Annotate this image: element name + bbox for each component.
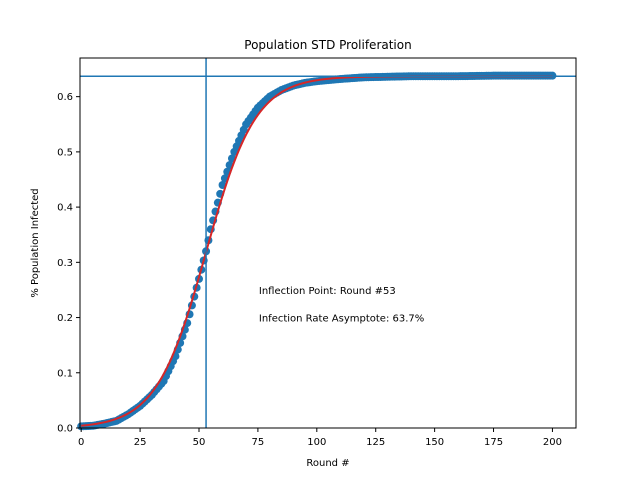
chart-title: Population STD Proliferation [244, 38, 411, 52]
y-tick-label: 0.6 [57, 92, 73, 103]
x-tick-label: 100 [307, 437, 326, 448]
y-tick-label: 0.3 [57, 258, 73, 269]
plot-area [80, 58, 576, 428]
x-tick-label: 0 [78, 437, 84, 448]
x-tick-label: 175 [484, 437, 503, 448]
y-axis-label: % Population Infected [30, 188, 41, 297]
y-tick-label: 0.2 [57, 313, 73, 324]
x-tick-label: 150 [425, 437, 444, 448]
y-tick-label: 0.1 [57, 368, 73, 379]
y-tick-label: 0.4 [57, 203, 73, 214]
x-tick-label: 125 [366, 437, 385, 448]
x-tick-label: 200 [543, 437, 562, 448]
annotation-inflection: Inflection Point: Round #53 [259, 286, 396, 297]
x-axis-ticks: 0 25 50 75 100 125 150 175 200 [78, 428, 562, 448]
x-tick-label: 75 [252, 437, 265, 448]
y-tick-label: 0.0 [57, 424, 73, 435]
x-axis-label: Round # [306, 458, 349, 469]
annotation-asymptote: Infection Rate Asymptote: 63.7% [259, 314, 424, 325]
y-axis-ticks: 0.0 0.1 0.2 0.3 0.4 0.5 0.6 [57, 92, 80, 435]
y-tick-label: 0.5 [57, 147, 73, 158]
x-tick-label: 50 [193, 437, 206, 448]
plot-border [79, 57, 577, 429]
x-tick-label: 25 [134, 437, 147, 448]
